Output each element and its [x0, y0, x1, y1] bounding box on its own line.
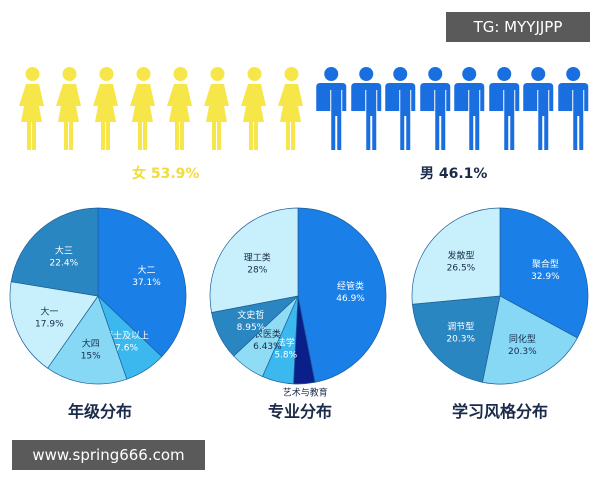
slice-category-label: 艺术与教育 [283, 387, 328, 399]
female-pct: 53.9% [150, 166, 200, 182]
slice-value-label: 8.95% [237, 323, 266, 333]
watermark-bottom: www.spring666.com [12, 440, 205, 470]
female-person-icon [236, 66, 273, 156]
male-person-icon [556, 66, 591, 156]
male-person-icon [383, 66, 418, 156]
male-person-icon [314, 66, 349, 156]
pie-slice [47, 295, 128, 385]
slice-value-label: 6.43% [253, 342, 282, 352]
male-person-icon [487, 66, 522, 156]
slice-category-label: 文史哲 [237, 309, 264, 321]
pie-slice [10, 207, 99, 297]
female-stat: 女 53.9% [132, 163, 199, 183]
pie-title-major: 专业分布 [267, 402, 332, 421]
male-icons [314, 66, 590, 156]
slice-value-label: 26.5% [447, 263, 476, 273]
female-person-icon [88, 66, 125, 156]
pie-title-style: 学习风格分布 [451, 402, 548, 421]
slice-value-label: 22.4% [50, 259, 79, 269]
slice-category-label: 大四 [82, 337, 100, 349]
slice-category-label: 同化型 [509, 333, 536, 345]
pie-slice [9, 281, 99, 369]
pie-slice [97, 207, 187, 358]
slice-value-label: 17.9% [35, 320, 64, 330]
pie-slice [209, 207, 299, 313]
slice-value-label: 20.3% [508, 347, 537, 357]
female-person-icon [51, 66, 88, 156]
slice-value-label: 32.9% [531, 272, 560, 282]
female-label: 女 [132, 166, 146, 182]
slice-category-label: 经管类 [337, 280, 364, 292]
pie-slice [412, 295, 501, 383]
slice-value-label: 20.3% [446, 334, 475, 344]
slice-category-label: 大一 [40, 306, 58, 318]
pie-title-grade: 年级分布 [67, 402, 132, 421]
male-label: 男 [420, 166, 434, 182]
female-person-icon [199, 66, 236, 156]
male-pct: 46.1% [438, 166, 488, 182]
slice-value-label: 28% [247, 265, 267, 275]
slice-category-label: 法学 [277, 336, 295, 348]
male-person-icon [452, 66, 487, 156]
slice-category-label: 聚合型 [532, 258, 559, 270]
slice-value-label: 15% [81, 351, 101, 361]
male-stat: 男 46.1% [420, 163, 487, 183]
slice-value-label: 5.8% [274, 350, 297, 360]
pie-slice [297, 207, 387, 383]
female-icons [14, 66, 310, 156]
male-person-icon [349, 66, 384, 156]
slice-value-label: 7.6% [115, 343, 138, 353]
slice-category-label: 发散型 [447, 249, 474, 261]
slice-category-label: 理工类 [244, 251, 271, 263]
slice-category-label: 大三 [55, 245, 73, 257]
slice-category-label: 调节型 [447, 321, 474, 332]
pie-charts: 大二 37.1% 硕士及以上 7.6% 大四 15% 大一 17.9% 大三 22.4% 经管类 46… [9, 207, 589, 399]
female-person-icon [125, 66, 162, 156]
female-person-icon [14, 66, 51, 156]
female-person-icon [162, 66, 199, 156]
male-person-icon [418, 66, 453, 156]
pie-slice [482, 295, 578, 385]
male-person-icon [521, 66, 556, 156]
pie-slice [411, 207, 501, 305]
slice-value-label: 37.1% [132, 278, 161, 288]
watermark-top: TG: MYYJJPP [446, 12, 590, 42]
female-person-icon [273, 66, 310, 156]
slice-category-label: 大二 [138, 264, 156, 276]
pie-slice [499, 207, 589, 339]
slice-value-label: 46.9% [336, 294, 365, 304]
slice-category-label: 硕士及以上 [104, 329, 149, 341]
